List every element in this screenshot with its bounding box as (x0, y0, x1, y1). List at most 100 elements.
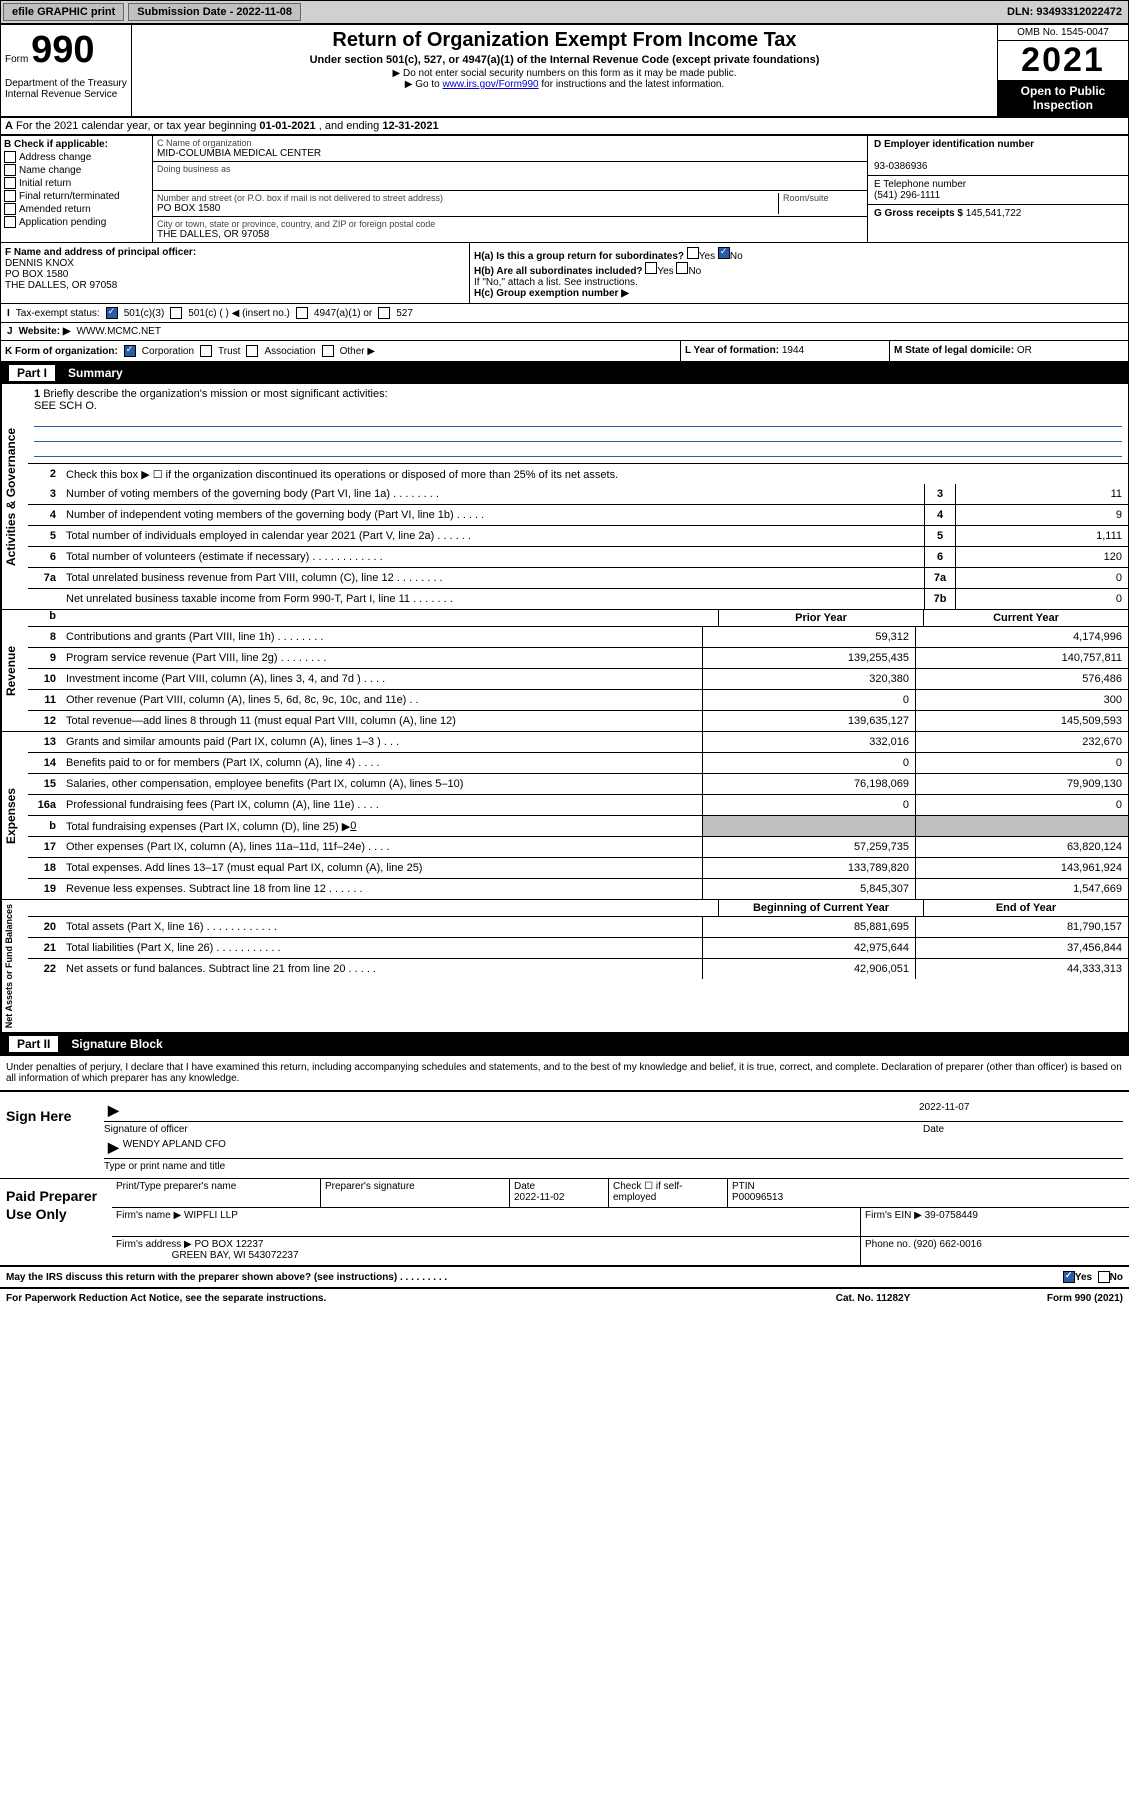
opt-527: 527 (396, 308, 413, 319)
perjury-declaration: Under penalties of perjury, I declare th… (0, 1055, 1129, 1090)
chk-501c[interactable] (170, 307, 182, 319)
chk-hb-yes[interactable] (645, 262, 657, 274)
row-f-h: F Name and address of principal officer:… (0, 243, 1129, 304)
sign-here-label: Sign Here (0, 1092, 82, 1178)
sig-date-label: Date (923, 1124, 1123, 1135)
chk-trust[interactable] (200, 345, 212, 357)
line-3-text: Number of voting members of the governin… (62, 486, 924, 502)
officer-addr1: PO BOX 1580 (5, 269, 68, 280)
line-21-text: Total liabilities (Part X, line 26) . . … (62, 938, 702, 958)
line-1-text: Briefly describe the organization's miss… (43, 388, 387, 400)
street-label: Number and street (or P.O. box if mail i… (157, 193, 778, 203)
line-4-val: 9 (955, 505, 1128, 525)
line-16b-prior (702, 816, 915, 836)
line-16a-prior: 0 (702, 795, 915, 815)
chk-501c3[interactable] (106, 307, 118, 319)
line-4-text: Number of independent voting members of … (62, 507, 924, 523)
open-to-public: Open to Public Inspection (998, 80, 1128, 116)
chk-discuss-yes[interactable] (1063, 1271, 1075, 1283)
sign-here-block: Sign Here ▶ 2022-11-07 Signature of offi… (0, 1090, 1129, 1179)
officer-label: F Name and address of principal officer: (5, 247, 196, 258)
line-6-val: 120 (955, 547, 1128, 567)
page-footer: For Paperwork Reduction Act Notice, see … (0, 1289, 1129, 1308)
footer-cat-no: Cat. No. 11282Y (773, 1293, 973, 1304)
chk-assoc[interactable] (246, 345, 258, 357)
discuss-no: No (1110, 1272, 1123, 1283)
opt-trust: Trust (218, 346, 240, 357)
form-note-2: ▶ Go to www.irs.gov/Form990 for instruct… (140, 79, 989, 90)
part-ii-header: Part II Signature Block (0, 1033, 1129, 1055)
form-word: Form (5, 54, 28, 65)
part-i-header: Part I Summary (0, 362, 1129, 384)
section-a-mid: , and ending (319, 120, 383, 132)
footer-form-ref: Form 990 (2021) (973, 1293, 1123, 1304)
line-22-text: Net assets or fund balances. Subtract li… (62, 959, 702, 979)
chk-amended-return[interactable] (4, 203, 16, 215)
h-a-label: H(a) Is this a group return for subordin… (474, 251, 684, 262)
line-14-current: 0 (915, 753, 1128, 773)
line-16b-current (915, 816, 1128, 836)
tax-year: 2021 (998, 41, 1128, 80)
ein-label: D Employer identification number (874, 139, 1034, 150)
opt-501c3: 501(c)(3) (124, 308, 165, 319)
firm-phone-label: Phone no. (865, 1239, 911, 1250)
chk-ha-no[interactable] (718, 247, 730, 259)
chk-discuss-no[interactable] (1098, 1271, 1110, 1283)
opt-other: Other ▶ (340, 346, 375, 357)
submission-date-badge: Submission Date - 2022-11-08 (128, 3, 301, 21)
chk-4947[interactable] (296, 307, 308, 319)
line-7b-val: 0 (955, 589, 1128, 609)
arrow-icon: ▶ (108, 1102, 119, 1119)
chk-corp[interactable] (124, 345, 136, 357)
revenue-block: Revenue b Prior Year Current Year 8Contr… (0, 610, 1129, 732)
discuss-row: May the IRS discuss this return with the… (0, 1267, 1129, 1289)
form-title: Return of Organization Exempt From Incom… (140, 29, 989, 52)
domicile-label: M State of legal domicile: (894, 345, 1014, 356)
omb-number: OMB No. 1545-0047 (998, 25, 1128, 41)
line-12-text: Total revenue—add lines 8 through 11 (mu… (62, 711, 702, 731)
discuss-yes: Yes (1075, 1272, 1092, 1283)
mission-underline (34, 444, 1122, 457)
chk-other[interactable] (322, 345, 334, 357)
prep-date-value: 2022-11-02 (514, 1192, 564, 1203)
chk-address-change[interactable] (4, 151, 16, 163)
chk-527[interactable] (378, 307, 390, 319)
org-info-grid: B Check if applicable: Address change Na… (0, 135, 1129, 243)
firm-ein-label: Firm's EIN ▶ (865, 1210, 922, 1221)
dln-label: DLN: 93493312022472 (1001, 6, 1128, 18)
irs-link[interactable]: www.irs.gov/Form990 (442, 79, 538, 90)
chk-ha-yes[interactable] (687, 247, 699, 259)
chk-initial-return[interactable] (4, 177, 16, 189)
line-15-current: 79,909,130 (915, 774, 1128, 794)
line-2-text: Check this box ▶ ☐ if the organization d… (62, 466, 1128, 483)
vert-net-label: Net Assets or Fund Balances (1, 900, 28, 1032)
firm-name: WIPFLI LLP (184, 1210, 238, 1221)
line-8-text: Contributions and grants (Part VIII, lin… (62, 627, 702, 647)
line-18-current: 143,961,924 (915, 858, 1128, 878)
sign-date: 2022-11-07 (919, 1102, 1119, 1119)
row-i-tax-status: I Tax-exempt status: 501(c)(3) 501(c) ( … (0, 304, 1129, 323)
tax-year-begin: 01-01-2021 (259, 120, 315, 132)
org-form-label: K Form of organization: (5, 346, 118, 357)
line-19-prior: 5,845,307 (702, 879, 915, 899)
prep-self-employed: Check ☐ if self-employed (609, 1179, 728, 1207)
col-current-year: Current Year (923, 610, 1128, 626)
chk-name-change[interactable] (4, 164, 16, 176)
mission-underline (34, 414, 1122, 427)
line-7b-text: Net unrelated business taxable income fr… (62, 591, 924, 607)
line-14-text: Benefits paid to or for members (Part IX… (62, 753, 702, 773)
efile-print-button[interactable]: efile GRAPHIC print (3, 3, 124, 21)
opt-name-change: Name change (19, 165, 81, 176)
part-i-label: Part I (8, 364, 56, 382)
line-6-text: Total number of volunteers (estimate if … (62, 549, 924, 565)
chk-final-return[interactable] (4, 190, 16, 202)
form-note-1: ▶ Do not enter social security numbers o… (140, 68, 989, 79)
chk-hb-no[interactable] (676, 262, 688, 274)
line-16b-text: Total fundraising expenses (Part IX, col… (62, 816, 702, 836)
part-ii-title: Signature Block (71, 1037, 162, 1051)
gross-label: G Gross receipts $ (874, 208, 963, 219)
chk-application-pending[interactable] (4, 216, 16, 228)
vert-exp-label: Expenses (1, 732, 28, 899)
tel-label: E Telephone number (874, 179, 966, 190)
opt-address-change: Address change (19, 152, 91, 163)
